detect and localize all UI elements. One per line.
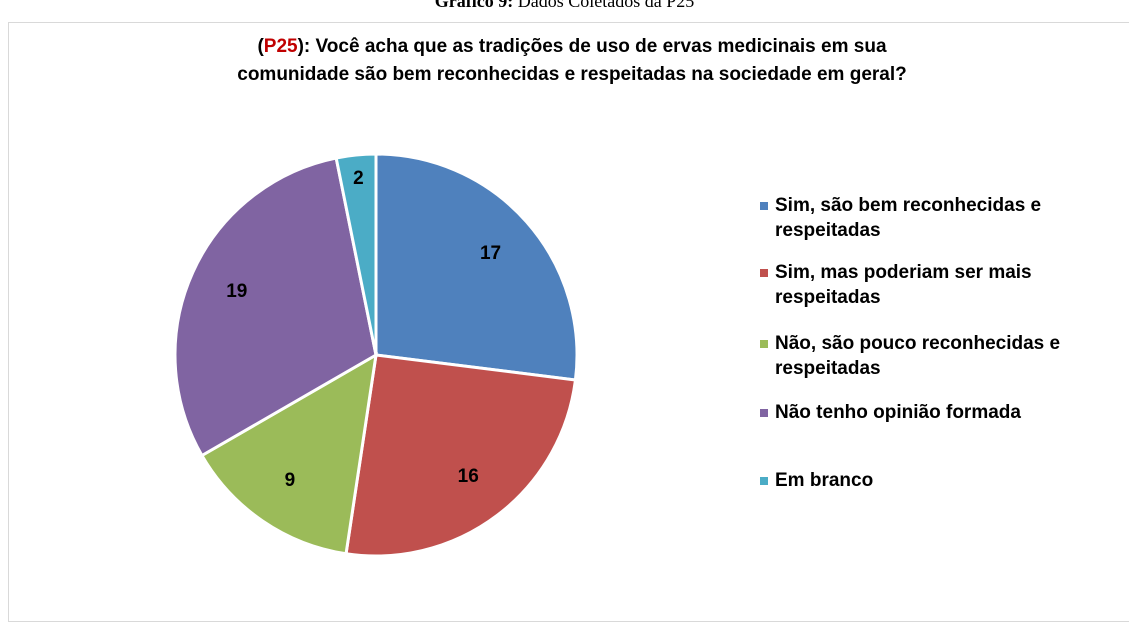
legend-swatch (760, 340, 768, 348)
legend-item: Não, são pouco reconhecidas e respeitada… (760, 331, 1120, 381)
legend-label: Sim, mas poderiam ser mais respeitadas (775, 262, 1032, 308)
legend-swatch (760, 477, 768, 485)
legend-item: Sim, mas poderiam ser mais respeitadas (760, 260, 1120, 310)
data-label: 9 (285, 470, 296, 491)
legend-label: Em branco (775, 470, 874, 491)
pie-slice (374, 152, 579, 382)
caption-text: Dados Coletados da P25 (517, 0, 695, 11)
pie-slice (334, 152, 378, 356)
data-label: 17 (480, 243, 501, 264)
title-part: ( (257, 36, 264, 57)
title-part: ): Você acha que as tradições de uso de … (298, 36, 887, 57)
legend-item: Sim, são bem reconhecidas e respeitadas (760, 193, 1120, 243)
title-part: P25 (264, 36, 298, 57)
legend-swatch (760, 409, 768, 417)
legend-item: Em branco (760, 468, 1120, 493)
caption-label: Gráfico 9: (434, 0, 514, 11)
legend-swatch (760, 269, 768, 277)
data-label: 2 (353, 168, 364, 189)
pie-slice (173, 156, 378, 458)
pie-slice (199, 352, 378, 556)
legend-label: Sim, são bem reconhecidas e respeitadas (775, 195, 1042, 241)
data-label: 16 (458, 466, 479, 487)
chart-title: comunidade são bem reconhecidas e respei… (237, 64, 906, 85)
legend-swatch (760, 202, 768, 210)
legend-label: Não, são pouco reconhecidas e respeitada… (775, 333, 1061, 379)
chart-title: (P25): Você acha que as tradições de uso… (257, 36, 886, 57)
caption: Gráfico 9: Dados Coletados da P25 (0, 0, 1129, 12)
data-label: 19 (226, 281, 247, 302)
pie-slice (344, 353, 578, 558)
legend-item: Não tenho opinião formada (760, 400, 1120, 425)
legend-label: Não tenho opinião formada (775, 402, 1021, 423)
